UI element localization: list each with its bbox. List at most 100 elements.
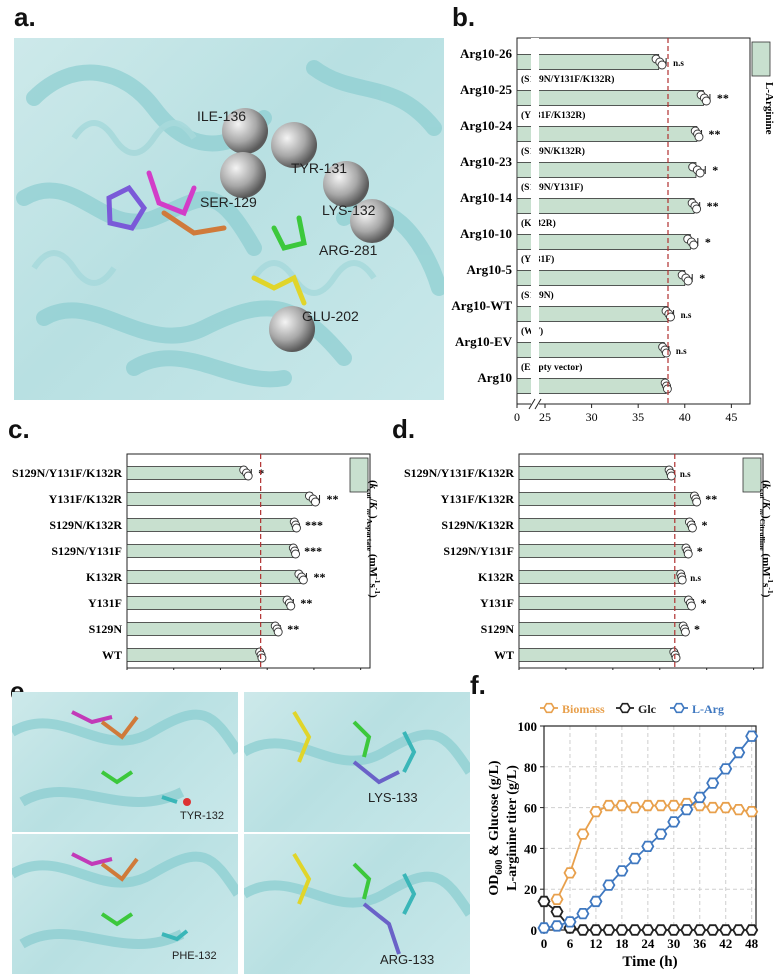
significance-mark: n.s xyxy=(680,469,691,479)
bar-s129n-y131f xyxy=(518,544,688,558)
significance-mark: *** xyxy=(305,518,323,532)
significance-mark: * xyxy=(699,271,705,285)
x-tick-label: 24 xyxy=(641,936,655,951)
plot-frame xyxy=(516,37,751,405)
x-tick-label: 42 xyxy=(719,936,732,951)
series-point-l-arg xyxy=(654,828,668,840)
category-label: Arg10-WT xyxy=(451,298,512,313)
significance-mark: ** xyxy=(300,596,312,610)
significance-mark: * xyxy=(705,235,711,249)
legend-label: L-Arginine xyxy=(763,82,774,135)
significance-mark: * xyxy=(697,544,703,558)
category-label: Arg10-25 xyxy=(460,82,512,97)
series-point-l-arg xyxy=(719,763,733,775)
series-point-glc xyxy=(667,924,681,936)
category-label: WT xyxy=(102,648,122,662)
significance-mark: ** xyxy=(287,622,299,636)
y-tick-label: 20 xyxy=(524,882,537,897)
replicate-point xyxy=(701,96,711,106)
panel-label-c: c. xyxy=(8,414,30,444)
y-axis-label-2: L-arginine titer (g/L) xyxy=(505,765,520,891)
bar-y131f xyxy=(518,596,691,610)
residue-label-ser-129: SER-129 xyxy=(200,194,257,210)
replicate-point xyxy=(292,523,301,533)
series-point-biomass xyxy=(719,801,733,814)
x-tick-label: 25 xyxy=(539,410,551,422)
sphere-lys-132 xyxy=(323,161,369,207)
series-point-biomass xyxy=(667,799,681,812)
structure-panel-e-1: TYR-132 xyxy=(12,692,238,832)
series-point-l-arg xyxy=(693,791,707,804)
plot-frame xyxy=(518,453,764,669)
category-label: K132R xyxy=(478,570,514,584)
structure-art-e-2 xyxy=(244,710,470,785)
series-point-biomass xyxy=(602,799,616,812)
significance-mark: * xyxy=(694,622,700,636)
series-point-l-arg xyxy=(576,907,590,920)
bar-k132r xyxy=(518,570,682,584)
replicate-point xyxy=(689,240,699,250)
y-tick-label: 80 xyxy=(524,760,537,775)
replicate-point xyxy=(692,497,702,507)
bar-y131f-k132r xyxy=(518,492,696,506)
category-label: S129N/Y131F/K132R xyxy=(404,466,514,480)
series-point-biomass xyxy=(550,893,564,906)
bar-arg10-5 xyxy=(516,270,686,286)
significance-mark: ** xyxy=(709,127,721,141)
bar-wt xyxy=(518,648,676,662)
series-point-biomass xyxy=(732,804,746,816)
legend-marker xyxy=(619,702,631,714)
category-label: Arg10-EV xyxy=(455,334,513,349)
category-label: S129N/Y131F xyxy=(51,544,122,558)
series-point-glc xyxy=(641,924,655,936)
significance-mark: n.s xyxy=(681,310,692,320)
replicate-point xyxy=(680,627,690,637)
x-tick-label: 36 xyxy=(693,936,707,951)
legend-label: Biomass xyxy=(562,702,605,716)
replicate-point xyxy=(286,601,296,611)
residue-label-lys-132: LYS-132 xyxy=(322,202,376,218)
category-label: Arg10-14 xyxy=(460,190,512,205)
significance-mark: ** xyxy=(707,199,719,213)
panel-label-b: b. xyxy=(452,2,476,32)
category-label: Arg10-23 xyxy=(460,154,512,169)
category-label: S129N xyxy=(89,622,123,636)
replicate-point xyxy=(687,523,697,533)
significance-mark: * xyxy=(712,163,718,177)
replicate-point xyxy=(291,549,301,559)
series-point-glc xyxy=(550,905,564,918)
legend-label: (kcat/Km)Aspartate (mM-1s-1) xyxy=(365,480,382,598)
category-sublabel: (Empty vector) xyxy=(521,362,582,373)
y-axis-label-1: OD600 & Glucose (g/L) xyxy=(487,760,505,895)
x-tick-label: 30 xyxy=(667,936,680,951)
category-label: Arg10-10 xyxy=(460,226,512,241)
significance-mark: * xyxy=(701,596,707,610)
replicate-point xyxy=(661,348,671,358)
legend-marker xyxy=(543,702,555,714)
replicate-point xyxy=(683,276,693,286)
category-label: S129N/K132R xyxy=(441,518,514,532)
panel-label-d: d. xyxy=(392,414,416,444)
replicate-point xyxy=(662,384,672,394)
category-label: Y131F/K132R xyxy=(441,492,515,506)
series-point-biomass xyxy=(563,867,577,879)
series-point-glc xyxy=(615,924,629,936)
significance-mark: * xyxy=(258,466,264,480)
category-label: S129N/Y131F/K132R xyxy=(12,466,122,480)
x-tick-label: 0 xyxy=(541,936,548,951)
sphere-arg-281 xyxy=(350,199,394,243)
residue-label-arg-133: ARG-133 xyxy=(380,952,435,967)
significance-mark: n.s xyxy=(673,58,684,68)
bar-arg10-ev xyxy=(516,342,665,358)
x-tick-label: 0 xyxy=(514,410,520,422)
series-point-glc xyxy=(628,924,642,936)
bar-y131f-k132r xyxy=(126,492,313,506)
replicate-point xyxy=(677,575,687,585)
series-point-glc xyxy=(706,924,720,936)
replicate-point xyxy=(310,497,320,507)
bar-s129n-k132r xyxy=(518,518,692,532)
panel-label-f: f. xyxy=(470,670,486,700)
category-sublabel: (S129N/Y131F) xyxy=(521,182,583,193)
axis-break-mark xyxy=(534,398,542,410)
